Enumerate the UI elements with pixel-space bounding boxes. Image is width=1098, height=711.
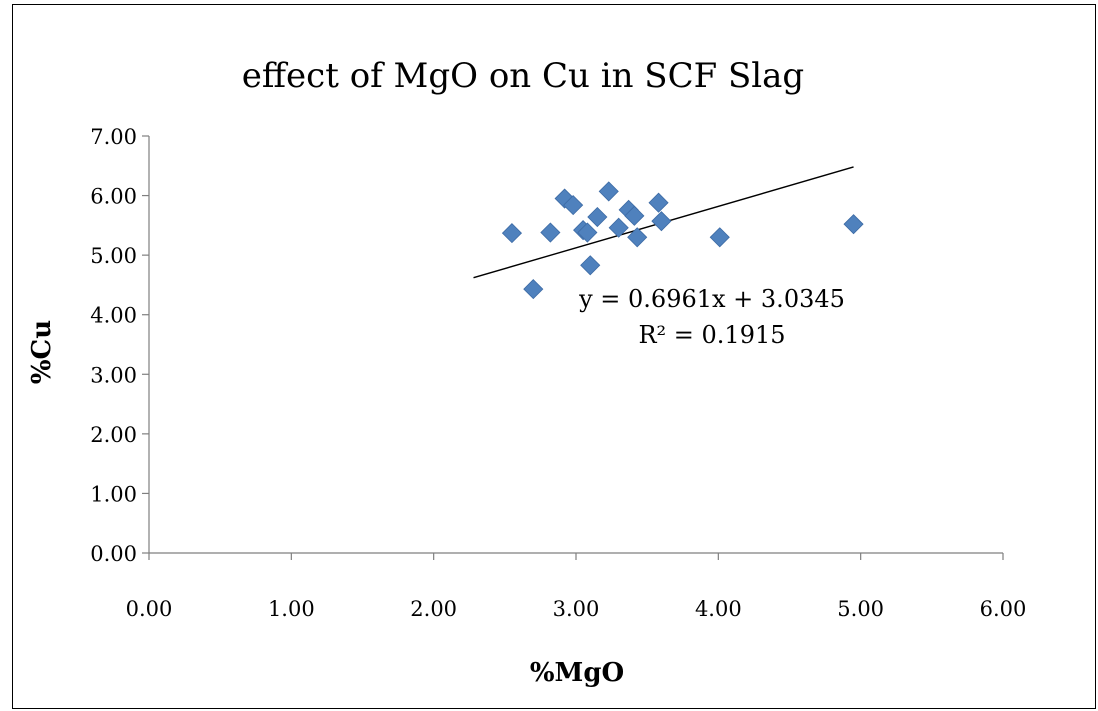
chart-title: effect of MgO on Cu in SCF Slag — [242, 56, 804, 96]
y-tick-label: 2.00 — [90, 423, 137, 447]
x-tick-label: 2.00 — [410, 597, 457, 621]
data-point — [709, 227, 730, 248]
data-point — [624, 205, 645, 226]
data-point — [540, 222, 561, 243]
x-axis-ticks: 0.00 1.00 2.00 3.00 4.00 5.00 6.00 — [126, 553, 1027, 621]
x-tick-label: 5.00 — [837, 597, 884, 621]
data-point — [523, 279, 544, 300]
y-tick-label: 1.00 — [90, 482, 137, 506]
y-tick-label: 5.00 — [90, 244, 137, 268]
x-tick-label: 1.00 — [268, 597, 315, 621]
y-tick-label: 4.00 — [90, 304, 137, 328]
data-point — [608, 217, 629, 238]
y-tick-label: 0.00 — [90, 542, 137, 566]
data-point — [580, 255, 601, 276]
data-point — [651, 211, 672, 232]
x-tick-label: 3.00 — [553, 597, 600, 621]
trendline-r-squared: R² = 0.1915 — [638, 321, 785, 349]
x-tick-label: 6.00 — [980, 597, 1027, 621]
data-point — [598, 181, 619, 202]
data-point — [577, 222, 598, 243]
chart-frame — [12, 4, 1096, 709]
y-axis-ticks: 0.00 1.00 2.00 3.00 4.00 5.00 6.00 7.00 — [90, 125, 149, 566]
data-point — [648, 192, 669, 213]
y-tick-label: 6.00 — [90, 185, 137, 209]
x-axis-title: %MgO — [530, 658, 624, 688]
data-points — [501, 181, 864, 300]
trendline-equation: y = 0.6961x + 3.0345 — [578, 285, 845, 313]
data-point — [843, 214, 864, 235]
data-point — [627, 227, 648, 248]
y-axis-title: %Cu — [27, 320, 57, 384]
data-point — [563, 195, 584, 216]
data-point — [587, 206, 608, 228]
x-tick-label: 0.00 — [126, 597, 173, 621]
y-tick-label: 3.00 — [90, 363, 137, 387]
data-point — [501, 223, 523, 244]
x-tick-label: 4.00 — [695, 597, 742, 621]
y-tick-label: 7.00 — [90, 125, 137, 149]
